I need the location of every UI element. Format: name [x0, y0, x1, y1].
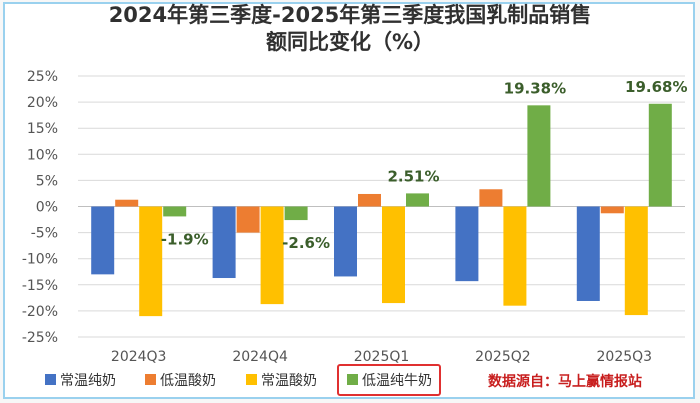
- legend-label: 低温纯牛奶: [362, 373, 432, 389]
- data-label: -1.9%: [161, 230, 209, 248]
- bar-低温纯牛奶-2024Q3: [163, 206, 187, 217]
- legend-swatch: [45, 374, 56, 385]
- y-tick-label: 15%: [27, 121, 58, 137]
- bar-常温纯奶-2024Q3: [91, 206, 115, 275]
- bar-低温酸奶-2025Q1: [358, 193, 381, 207]
- bar-常温酸奶-2025Q1: [382, 206, 405, 304]
- legend-label: 低温酸奶: [160, 373, 216, 389]
- source-note: 数据源自：马上赢情报站: [488, 373, 642, 390]
- bar-常温酸奶-2025Q2: [503, 206, 527, 306]
- x-tick-label: 2024Q4: [232, 349, 288, 365]
- chart-title: 2024年第三季度-2025年第三季度我国乳制品销售 额同比变化（%）: [0, 2, 700, 56]
- legend-label: 常温纯奶: [60, 373, 116, 389]
- bar-低温纯牛奶-2025Q2: [527, 105, 551, 207]
- legend-label: 常温酸奶: [261, 373, 317, 389]
- bar-常温酸奶-2024Q3: [139, 206, 163, 317]
- bar-常温纯奶-2025Q2: [455, 206, 479, 282]
- y-tick-label: -20%: [22, 304, 58, 320]
- y-tick-label: 0%: [36, 200, 58, 216]
- bar-低温酸奶-2024Q4: [236, 206, 260, 233]
- chart-title-line-1: 2024年第三季度-2025年第三季度我国乳制品销售: [108, 3, 592, 27]
- bar-低温纯牛奶-2025Q3: [648, 103, 672, 207]
- data-label: 19.38%: [504, 79, 566, 97]
- y-tick-label: -25%: [22, 330, 58, 346]
- bar-常温酸奶-2025Q3: [624, 206, 648, 316]
- legend-highlight-box: [337, 364, 441, 396]
- x-tick-label: 2024Q3: [111, 349, 167, 365]
- chart-title-line-2: 额同比变化（%）: [265, 30, 435, 54]
- bar-低温酸奶-2024Q3: [115, 199, 139, 207]
- legend-swatch: [246, 374, 257, 385]
- x-tick-label: 2025Q2: [475, 349, 531, 365]
- x-tick-label: 2025Q1: [354, 349, 410, 365]
- x-tick-label: 2025Q3: [597, 349, 653, 365]
- bar-常温纯奶-2025Q1: [334, 206, 357, 277]
- bar-常温纯奶-2024Q4: [212, 206, 236, 279]
- y-tick-label: -10%: [22, 252, 58, 268]
- data-label: -2.6%: [282, 234, 330, 252]
- y-tick-label: 5%: [36, 173, 58, 189]
- y-tick-label: 10%: [27, 147, 58, 163]
- bar-低温酸奶-2025Q3: [600, 206, 624, 214]
- bar-低温纯牛奶-2025Q1: [406, 193, 429, 207]
- y-tick-label: -15%: [22, 278, 58, 294]
- y-tick-label: 25%: [27, 69, 58, 85]
- y-tick-label: -5%: [31, 226, 58, 242]
- data-label: 19.68%: [625, 78, 687, 96]
- bar-常温酸奶-2024Q4: [260, 206, 284, 305]
- legend-swatch: [145, 374, 156, 385]
- bar-低温酸奶-2025Q2: [479, 189, 503, 207]
- legend-swatch: [347, 374, 358, 385]
- bar-低温纯牛奶-2024Q4: [284, 206, 308, 221]
- data-label: 2.51%: [387, 167, 439, 185]
- y-tick-label: 20%: [27, 95, 58, 111]
- bar-常温纯奶-2025Q3: [576, 206, 600, 301]
